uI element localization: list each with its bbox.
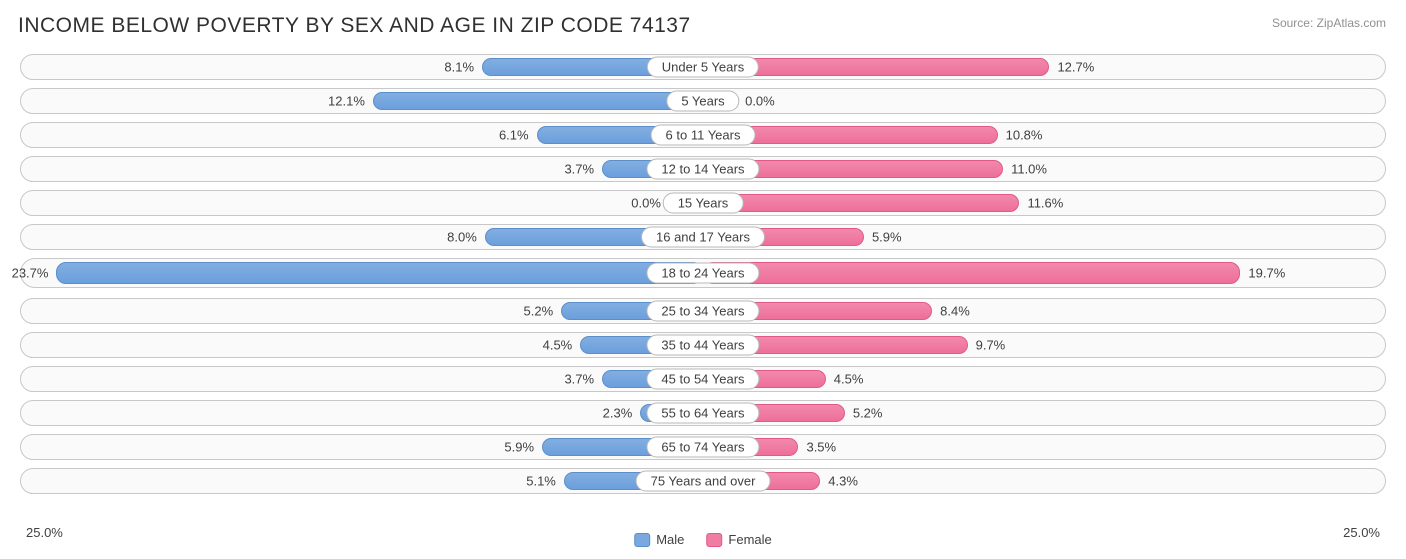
male-bar — [373, 92, 703, 110]
row-track: 12 to 14 Years 3.7% 11.0% — [20, 156, 1386, 182]
row-track: 6 to 11 Years 6.1% 10.8% — [20, 122, 1386, 148]
male-swatch-icon — [634, 533, 650, 547]
category-label: 35 to 44 Years — [646, 335, 759, 356]
chart-area: Under 5 Years 8.1% 12.7% 5 Years 12.1% 0.0% 6 … — [20, 54, 1386, 521]
category-label: 75 Years and over — [636, 471, 771, 492]
male-value-label: 5.9% — [504, 440, 534, 455]
category-label: 12 to 14 Years — [646, 159, 759, 180]
female-value-label: 9.7% — [976, 338, 1006, 353]
male-value-label: 23.7% — [12, 266, 49, 281]
female-value-label: 0.0% — [745, 94, 775, 109]
male-value-label: 3.7% — [564, 372, 594, 387]
legend-female-label: Female — [728, 532, 771, 547]
category-label: 55 to 64 Years — [646, 403, 759, 424]
female-value-label: 8.4% — [940, 304, 970, 319]
legend: Male Female — [634, 532, 772, 547]
female-swatch-icon — [706, 533, 722, 547]
axis-max-right: 25.0% — [1343, 525, 1380, 540]
category-label: 6 to 11 Years — [651, 125, 756, 146]
chart-title: INCOME BELOW POVERTY BY SEX AND AGE IN Z… — [0, 0, 1406, 38]
female-value-label: 4.3% — [828, 474, 858, 489]
category-label: 16 and 17 Years — [641, 227, 765, 248]
row-track: 18 to 24 Years23.7%19.7% — [20, 258, 1386, 288]
male-value-label: 2.3% — [603, 406, 633, 421]
female-value-label: 12.7% — [1057, 60, 1094, 75]
row-track: 5 Years 12.1% 0.0% — [20, 88, 1386, 114]
category-label: 18 to 24 Years — [646, 263, 759, 284]
category-label: 15 Years — [663, 193, 744, 214]
legend-item-female: Female — [706, 532, 771, 547]
row-track: Under 5 Years 8.1% 12.7% — [20, 54, 1386, 80]
female-value-label: 19.7% — [1248, 266, 1285, 281]
row-track: 55 to 64 Years 2.3% 5.2% — [20, 400, 1386, 426]
female-value-label: 10.8% — [1006, 128, 1043, 143]
male-value-label: 5.2% — [524, 304, 554, 319]
male-value-label: 12.1% — [328, 94, 365, 109]
male-value-label: 4.5% — [543, 338, 573, 353]
category-label: 65 to 74 Years — [646, 437, 759, 458]
category-label: Under 5 Years — [647, 57, 759, 78]
female-value-label: 5.2% — [853, 406, 883, 421]
source-attribution: Source: ZipAtlas.com — [1272, 16, 1386, 30]
male-value-label: 8.0% — [447, 230, 477, 245]
male-value-label: 0.0% — [631, 196, 661, 211]
row-track: 15 Years0.0% 11.6% — [20, 190, 1386, 216]
male-value-label: 5.1% — [526, 474, 556, 489]
row-track: 65 to 74 Years 5.9% 3.5% — [20, 434, 1386, 460]
row-track: 25 to 34 Years 5.2% 8.4% — [20, 298, 1386, 324]
category-label: 25 to 34 Years — [646, 301, 759, 322]
male-bar — [56, 262, 703, 284]
male-value-label: 3.7% — [564, 162, 594, 177]
male-value-label: 6.1% — [499, 128, 529, 143]
female-value-label: 11.0% — [1011, 162, 1047, 177]
category-label: 45 to 54 Years — [646, 369, 759, 390]
row-track: 16 and 17 Years 8.0% 5.9% — [20, 224, 1386, 250]
female-bar — [703, 194, 1019, 212]
female-value-label: 5.9% — [872, 230, 902, 245]
legend-male-label: Male — [656, 532, 684, 547]
row-track: 35 to 44 Years 4.5% 9.7% — [20, 332, 1386, 358]
female-value-label: 3.5% — [806, 440, 836, 455]
row-track: 75 Years and over 5.1% 4.3% — [20, 468, 1386, 494]
male-value-label: 8.1% — [444, 60, 474, 75]
female-value-label: 11.6% — [1027, 196, 1063, 211]
axis-max-left: 25.0% — [26, 525, 63, 540]
legend-item-male: Male — [634, 532, 684, 547]
row-track: 45 to 54 Years 3.7% 4.5% — [20, 366, 1386, 392]
female-value-label: 4.5% — [834, 372, 864, 387]
category-label: 5 Years — [666, 91, 739, 112]
female-bar — [703, 262, 1240, 284]
